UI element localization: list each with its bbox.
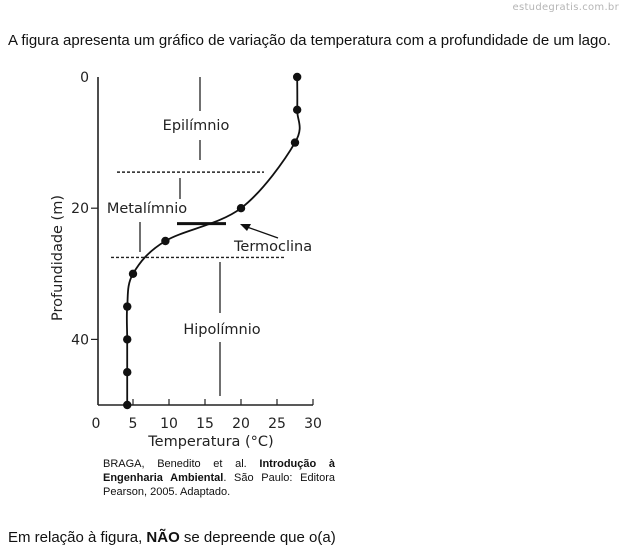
data-point-9 xyxy=(123,368,132,377)
citation-title: Introdução à Engenharia Ambiental xyxy=(103,458,335,484)
x-tick-label-5: 5 xyxy=(129,416,138,432)
data-point-8 xyxy=(123,335,132,344)
x-tick-label-10: 10 xyxy=(160,416,178,432)
y-axis-title: Profundidade (m) xyxy=(50,195,66,321)
layer-label-epilimnio: Epilímnio xyxy=(163,118,230,134)
question-prompt: Em relação à figura, NÃO se depreende qu… xyxy=(8,529,336,546)
termoclina-arrow-head xyxy=(240,224,251,231)
data-point-7 xyxy=(123,302,132,311)
annotation-termoclina: Termoclina xyxy=(233,239,312,255)
y-tick-label-20: 20 xyxy=(71,201,89,217)
question-text: A figura apresenta um gráfico de variaçã… xyxy=(8,32,611,49)
x-axis-title: Temperatura (°C) xyxy=(147,434,273,450)
data-point-3 xyxy=(290,138,300,147)
prompt-emphasis: NÃO xyxy=(146,529,180,546)
termoclina-arrow-shaft xyxy=(246,226,279,239)
temperature-curve xyxy=(125,76,301,405)
x-tick-label-30: 30 xyxy=(304,416,322,432)
data-points xyxy=(123,72,302,410)
data-point-2 xyxy=(292,105,302,115)
y-tick-label-0: 0 xyxy=(80,70,89,86)
temperature-line xyxy=(125,76,301,405)
layer-boundaries xyxy=(111,171,284,259)
layer-label-metalimnio: Metalímnio xyxy=(107,201,187,217)
site-watermark: estudegratis.com.br xyxy=(512,2,619,13)
chart-ticks: 0 5 10 15 20 25 30 0 20 40 xyxy=(71,70,322,432)
data-point-6 xyxy=(128,269,138,278)
x-tick-label-20: 20 xyxy=(232,416,250,432)
citation-publisher: . São Paulo: Editora Pearson, 2005. Adap… xyxy=(103,472,335,498)
chart-labels: Temperatura (°C) Profundidade (m) Epilímni… xyxy=(50,77,312,450)
prompt-before: Em relação à figura, xyxy=(8,529,147,546)
prompt-after: se depreende que o(a) xyxy=(179,529,336,546)
x-tick-label-25: 25 xyxy=(268,416,286,432)
data-point-10 xyxy=(123,400,132,410)
citation-authors: BRAGA, Benedito et al. xyxy=(103,458,260,470)
data-point-4 xyxy=(236,204,246,213)
layer-label-hipolimnio: Hipolímnio xyxy=(183,322,260,338)
x-tick-label-15: 15 xyxy=(196,416,214,432)
data-point-1 xyxy=(292,72,302,82)
data-point-5 xyxy=(161,236,170,246)
y-tick-label-40: 40 xyxy=(71,332,89,348)
x-tick-label-0: 0 xyxy=(92,416,101,432)
source-citation: BRAGA, Benedito et al. Introdução à Enge… xyxy=(103,457,335,499)
